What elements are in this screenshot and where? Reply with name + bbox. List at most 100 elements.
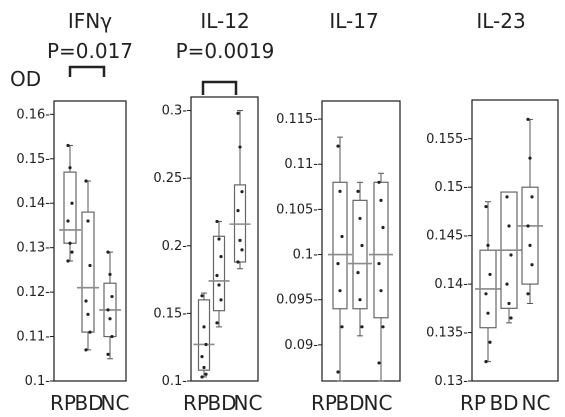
data-point — [68, 241, 72, 245]
data-point — [509, 316, 513, 320]
group-label-bd: BD — [207, 391, 236, 415]
y-axis-label: OD — [10, 67, 41, 91]
data-point — [381, 225, 385, 230]
y-tick-label: 0.11- — [16, 330, 50, 345]
y-tick-label: 0.12- — [16, 285, 50, 300]
data-point — [236, 260, 240, 264]
data-point — [338, 189, 342, 193]
data-point — [202, 365, 206, 370]
panel-frame — [471, 99, 559, 382]
data-point — [377, 361, 381, 365]
data-point — [236, 209, 240, 213]
significance-bracket — [201, 80, 238, 95]
iqr-box — [63, 171, 77, 244]
group-labels-il12: RP BD NC — [183, 391, 262, 415]
group-label-bd: BD — [335, 391, 364, 415]
data-point — [66, 259, 70, 263]
data-point — [336, 261, 340, 266]
group-label-bd: BD — [489, 391, 518, 415]
data-point — [238, 145, 242, 149]
box-nc — [229, 110, 251, 270]
y-tick-label: 0.13- — [16, 241, 50, 256]
box-rp — [328, 136, 352, 382]
data-point — [526, 224, 530, 228]
data-point — [528, 243, 532, 247]
data-point — [528, 156, 532, 160]
data-point — [240, 190, 244, 194]
data-point — [381, 325, 385, 329]
data-point — [236, 111, 240, 115]
data-point — [70, 250, 74, 254]
group-labels-il17: RP BD NC — [311, 391, 392, 415]
data-point — [358, 216, 362, 221]
group-label-bd: BD — [74, 391, 103, 415]
data-point — [70, 201, 74, 205]
significance-bracket — [68, 65, 106, 77]
data-point — [215, 321, 219, 325]
panel-title-il12: IL-12 — [200, 9, 249, 33]
data-point — [108, 317, 112, 321]
data-point — [204, 342, 208, 347]
data-point — [526, 292, 530, 296]
group-label-rp: RP — [460, 391, 486, 415]
y-tick-label: 0.14- — [16, 196, 50, 211]
group-labels-ifng: RP BD NC — [50, 391, 129, 415]
chart-layer: 0.1-0.11-0.12-0.13-0.14-0.15-0.16-0.1-0.… — [16, 65, 559, 389]
data-point — [340, 325, 344, 329]
panel-frame — [321, 100, 401, 382]
data-point — [106, 352, 110, 356]
data-point — [204, 372, 208, 376]
panel-title-il17: IL-17 — [329, 9, 378, 33]
data-point — [238, 238, 242, 242]
y-tick-label: 0.115- — [276, 112, 318, 127]
y-tick-label: 0.145- — [426, 229, 468, 244]
data-point — [358, 298, 362, 302]
y-tick-label: 0.13- — [434, 374, 468, 389]
data-point — [200, 355, 204, 359]
data-point — [88, 330, 92, 334]
box-bd — [208, 219, 230, 328]
iqr-box — [352, 199, 368, 310]
data-point — [84, 348, 88, 352]
data-point — [66, 143, 70, 148]
iqr-box — [212, 235, 226, 312]
box-rp — [193, 292, 215, 379]
panel-frame — [190, 96, 259, 382]
data-point — [484, 204, 488, 209]
data-point — [110, 334, 114, 339]
panel-3: 0.13- 0.135- 0.14- 0.145- 0.15- 0.155- — [426, 99, 559, 389]
group-label-rp: RP — [183, 391, 209, 415]
data-point — [356, 189, 360, 193]
panel-title-ifng: IFNγ — [68, 9, 112, 33]
group-labels-il23: RP BD NC — [460, 391, 550, 415]
y-tick-label: 0.15- — [16, 152, 50, 167]
data-point — [217, 237, 221, 241]
data-point — [377, 261, 381, 266]
group-label-nc: NC — [522, 391, 551, 415]
data-point — [66, 219, 70, 223]
data-point — [202, 325, 206, 329]
y-tick-label: 0.095- — [276, 293, 318, 308]
box-bd — [496, 191, 522, 324]
data-point — [84, 179, 88, 183]
data-point — [484, 360, 488, 364]
group-label-rp: RP — [50, 391, 76, 415]
y-tick-label: 0.135- — [426, 326, 468, 341]
y-tick-label: 0.16- — [16, 107, 50, 122]
iqr-box — [521, 186, 539, 285]
box-nc — [369, 172, 393, 382]
data-point — [86, 219, 90, 223]
group-label-nc: NC — [234, 391, 263, 415]
data-point — [360, 243, 364, 248]
y-tick-label: 0.14- — [434, 277, 468, 292]
data-point — [217, 283, 221, 287]
data-point — [509, 253, 513, 257]
data-point — [106, 250, 110, 254]
group-label-nc: NC — [364, 391, 393, 415]
data-point — [530, 263, 534, 267]
data-point — [486, 311, 490, 315]
y-tick-label: 0.3- — [162, 104, 188, 119]
box-nc — [99, 250, 121, 360]
data-point — [200, 294, 204, 298]
